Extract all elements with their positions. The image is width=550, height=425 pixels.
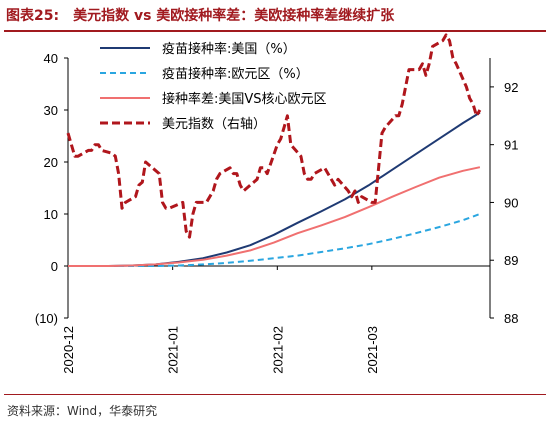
legend: 疫苗接种率:美国（%） 疫苗接种率:欧元区（%） 接种率差:美国VS核心欧元区美元指… <box>100 41 327 132</box>
legend-label-2: 疫苗接种率:欧元区（%） <box>162 66 309 82</box>
y-right-tick-label: 91 <box>504 138 518 153</box>
y-left-tick-label: (10) <box>35 311 58 326</box>
chart-title: 美元指数 vs 美欧接种率差：美欧接种率差继续扩张 <box>73 8 395 24</box>
x-tick-label: 2021-02 <box>270 326 285 374</box>
x-tick-label: 2021-03 <box>365 326 380 374</box>
figure-label: 图表25: <box>6 8 60 24</box>
chart-title-bar: 图表25: 美元指数 vs 美欧接种率差：美欧接种率差继续扩张 <box>6 4 544 26</box>
y-left-tick-label: 30 <box>44 103 58 118</box>
y-left-tick-label: 0 <box>51 259 58 274</box>
x-tick-label: 2021-01 <box>166 326 181 374</box>
y-right-tick-label: 88 <box>504 311 518 326</box>
y-left-tick-label: 40 <box>44 51 58 66</box>
footer-divider <box>4 394 546 395</box>
legend-label-4: 美元指数（右轴） <box>162 117 266 132</box>
series-line-3 <box>68 166 481 267</box>
y-right-tick-label: 90 <box>504 195 518 210</box>
y-right-tick-label: 92 <box>504 80 518 95</box>
series-line-2 <box>68 213 481 267</box>
axes-layer: (10) 0 10 20 30 40 88 89 90 91 92 2020-12 2021-01 202… <box>35 51 519 374</box>
y-left-tick-label: 10 <box>44 207 58 222</box>
source-note: 资料来源：Wind，华泰研究 <box>7 404 158 418</box>
y-left-tick-label: 20 <box>44 155 58 170</box>
y-right-tick-label: 89 <box>504 253 518 268</box>
chart-svg: (10) 0 10 20 30 40 88 89 90 91 92 2020-12 2021-01 202… <box>35 33 519 374</box>
legend-label-1: 疫苗接种率:美国（%） <box>162 41 296 57</box>
title-divider <box>4 30 546 32</box>
series-line-4 <box>66 33 482 239</box>
legend-label-3: 接种率差:美国VS核心欧元区 <box>162 91 327 107</box>
x-tick-label: 2020-12 <box>61 326 76 374</box>
series-layer <box>66 33 482 267</box>
